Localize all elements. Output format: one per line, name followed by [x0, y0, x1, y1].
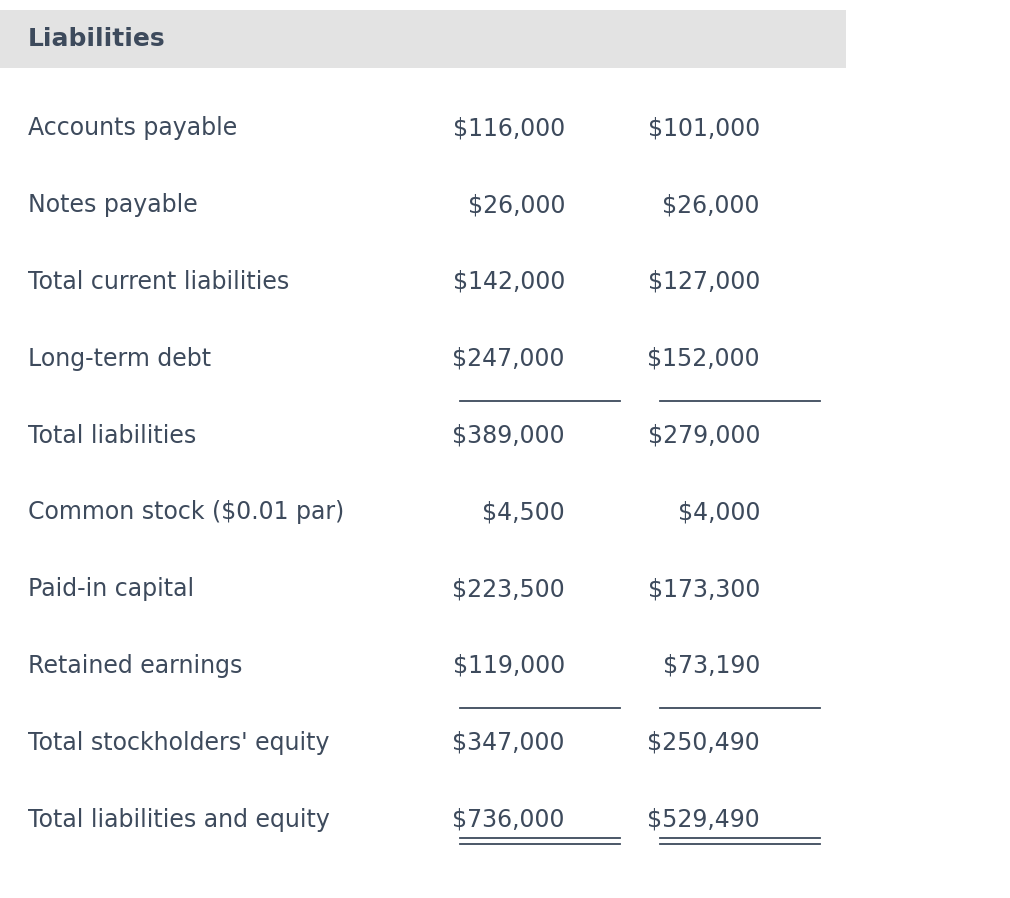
Text: $347,000: $347,000	[452, 731, 565, 755]
Text: Retained earnings: Retained earnings	[28, 654, 242, 678]
Text: $173,300: $173,300	[647, 577, 760, 601]
Text: $529,490: $529,490	[647, 807, 760, 832]
Text: Total stockholders' equity: Total stockholders' equity	[28, 731, 329, 755]
Text: $247,000: $247,000	[452, 347, 565, 371]
Text: $279,000: $279,000	[647, 424, 760, 447]
Text: $223,500: $223,500	[452, 577, 565, 601]
Text: Accounts payable: Accounts payable	[28, 117, 237, 140]
Text: Common stock ($0.01 par): Common stock ($0.01 par)	[28, 500, 344, 524]
Text: Paid-in capital: Paid-in capital	[28, 577, 194, 601]
Text: $116,000: $116,000	[452, 117, 565, 140]
Text: $26,000: $26,000	[663, 193, 760, 217]
Text: $73,190: $73,190	[663, 654, 760, 678]
Text: $127,000: $127,000	[647, 270, 760, 294]
Text: Total liabilities and equity: Total liabilities and equity	[28, 807, 330, 832]
Text: $26,000: $26,000	[468, 193, 565, 217]
Text: $250,490: $250,490	[647, 731, 760, 755]
Text: Liabilities: Liabilities	[28, 27, 166, 51]
Text: $142,000: $142,000	[452, 270, 565, 294]
Text: $152,000: $152,000	[647, 347, 760, 371]
Text: $389,000: $389,000	[452, 424, 565, 447]
Text: Long-term debt: Long-term debt	[28, 347, 211, 371]
Bar	[0, 10, 846, 68]
Text: Total liabilities: Total liabilities	[28, 424, 196, 447]
Text: Notes payable: Notes payable	[28, 193, 198, 217]
Text: $101,000: $101,000	[647, 117, 760, 140]
Text: $4,000: $4,000	[678, 500, 760, 524]
Text: Total current liabilities: Total current liabilities	[28, 270, 289, 294]
Text: $119,000: $119,000	[452, 654, 565, 678]
Text: $4,500: $4,500	[482, 500, 565, 524]
Text: $736,000: $736,000	[452, 807, 565, 832]
